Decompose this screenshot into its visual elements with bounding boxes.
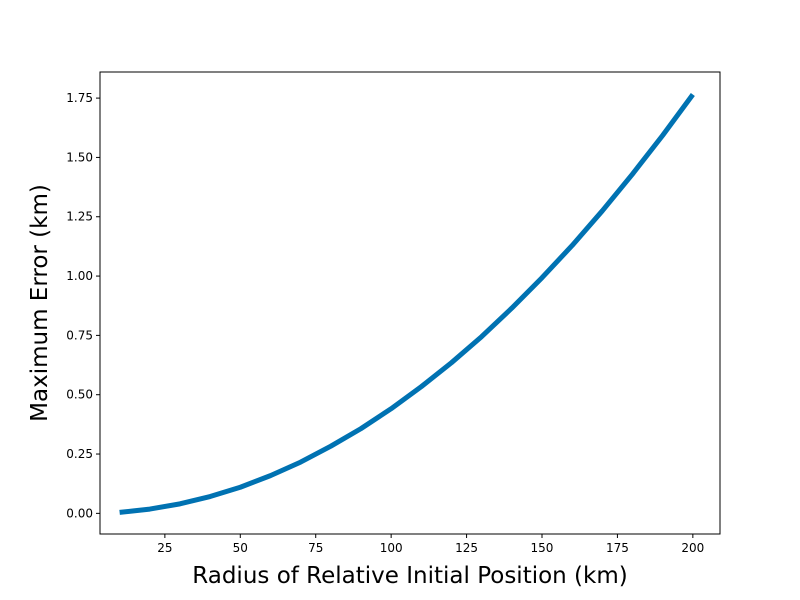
y-tick-label: 1.00 bbox=[66, 269, 93, 283]
x-tick-label: 175 bbox=[606, 541, 629, 555]
x-tick-label: 75 bbox=[308, 541, 323, 555]
y-tick-label: 1.50 bbox=[66, 150, 93, 164]
x-axis-label: Radius of Relative Initial Position (km) bbox=[192, 563, 627, 589]
x-tick-label: 100 bbox=[380, 541, 403, 555]
y-tick-label: 0.25 bbox=[66, 447, 93, 461]
x-tick-label: 50 bbox=[233, 541, 248, 555]
y-tick-label: 0.50 bbox=[66, 388, 93, 402]
series-line bbox=[119, 93, 695, 515]
x-tick-label: 25 bbox=[157, 541, 172, 555]
x-tick-label: 150 bbox=[531, 541, 554, 555]
x-tick-label: 200 bbox=[681, 541, 704, 555]
y-axis-label: Maximum Error (km) bbox=[27, 184, 53, 422]
ticks-layer: 25 50 75 100 125 150 175 200 0.00 0.25 0.50 0.75 1.0… bbox=[66, 91, 704, 555]
y-tick-label: 1.25 bbox=[66, 210, 93, 224]
y-tick-label: 0.75 bbox=[66, 328, 93, 342]
plot-frame bbox=[99, 71, 721, 535]
x-tick-label: 125 bbox=[455, 541, 478, 555]
y-tick-label: 0.00 bbox=[66, 506, 93, 520]
plot-layer bbox=[119, 93, 695, 515]
y-tick-label: 1.75 bbox=[66, 91, 93, 105]
